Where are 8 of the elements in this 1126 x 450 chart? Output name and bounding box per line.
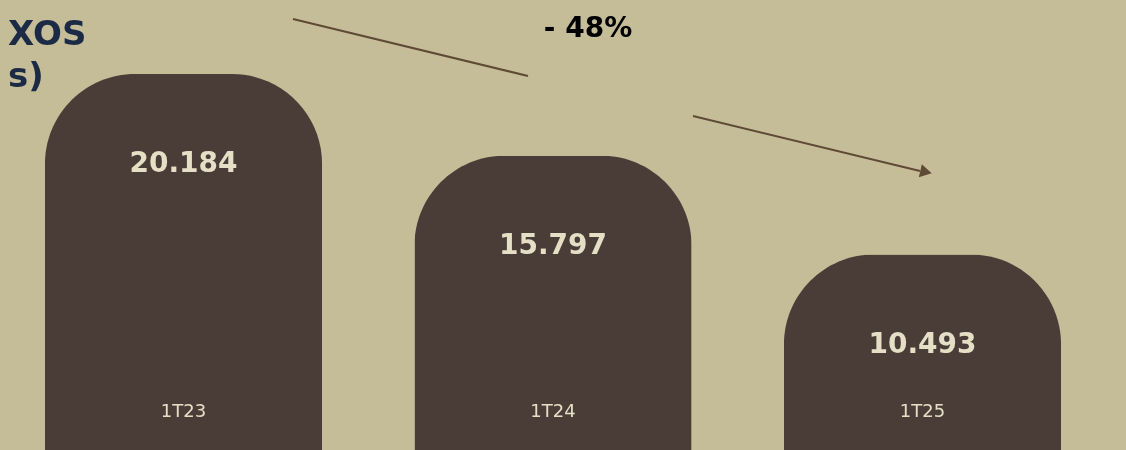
x-tick-label: 1T23 [160,399,207,421]
x-tick-label: 1T24 [530,399,576,421]
data-label: 15.797 [498,227,608,261]
text: - 48% [543,11,633,44]
x-tick-label: 1T25 [899,399,946,421]
data-label: 20.184 [129,146,238,179]
data-label: 10.493 [868,326,977,360]
chart-title: XOS s) [8,13,87,95]
